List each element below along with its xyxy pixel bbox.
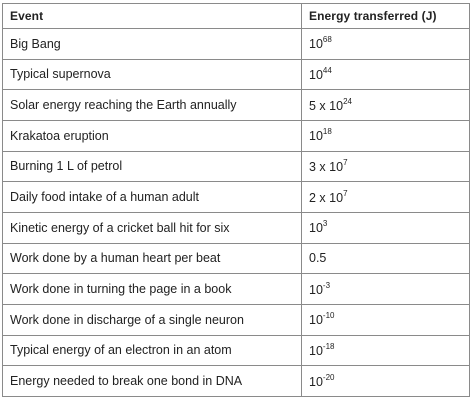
energy-base: 10 bbox=[309, 343, 323, 358]
event-cell: Energy needed to break one bond in DNA bbox=[2, 365, 302, 397]
energy-base: 10 bbox=[309, 282, 323, 297]
energy-base: 10 bbox=[309, 68, 323, 83]
event-cell: Burning 1 L of petrol bbox=[2, 150, 302, 183]
energy-exponent: -10 bbox=[322, 311, 335, 321]
energy-cell: 10-18 bbox=[301, 334, 470, 367]
event-cell: Work done in turning the page in a book bbox=[2, 273, 302, 305]
energy-exponent: 68 bbox=[322, 35, 332, 45]
energy-cell: 2 x 107 bbox=[301, 181, 470, 213]
energy-cell: 10-20 bbox=[301, 365, 470, 397]
energy-base: 2 x 10 bbox=[309, 190, 344, 205]
table-row: Typical supernova 1044 bbox=[2, 58, 470, 91]
table-row: Energy needed to break one bond in DNA 10… bbox=[2, 365, 470, 397]
table-row: Work done in discharge of a single neuro… bbox=[2, 303, 470, 336]
header-event: Event bbox=[2, 3, 302, 29]
energy-exponent: 44 bbox=[322, 65, 332, 75]
energy-base: 5 x 10 bbox=[309, 98, 344, 113]
energy-cell: 5 x 1024 bbox=[301, 89, 470, 121]
event-cell: Krakatoa eruption bbox=[2, 119, 302, 152]
table-row: Big Bang 1068 bbox=[2, 28, 470, 60]
energy-base: 10 bbox=[309, 221, 323, 236]
energy-base: 10 bbox=[309, 129, 323, 144]
event-cell: Solar energy reaching the Earth annually bbox=[2, 89, 302, 121]
energy-exponent: 18 bbox=[322, 127, 332, 137]
energy-base: 10 bbox=[309, 313, 323, 328]
table-row: Burning 1 L of petrol 3 x 107 bbox=[2, 150, 470, 183]
energy-base: 0.5 bbox=[309, 251, 327, 266]
energy-base: 10 bbox=[309, 37, 323, 52]
energy-cell: 1044 bbox=[301, 58, 470, 91]
table-row: Solar energy reaching the Earth annually… bbox=[2, 89, 470, 121]
table-row: Krakatoa eruption 1018 bbox=[2, 119, 470, 152]
table-row: Work done in turning the page in a book 1… bbox=[2, 273, 470, 305]
table-row: Kinetic energy of a cricket ball hit for… bbox=[2, 211, 470, 244]
event-cell: Work done by a human heart per beat bbox=[2, 242, 302, 275]
energy-cell: 1018 bbox=[301, 119, 470, 152]
energy-table: Event Energy transferred (J) Big Bang 106… bbox=[2, 3, 470, 397]
energy-exponent: 3 bbox=[322, 219, 328, 229]
energy-base: 3 x 10 bbox=[309, 160, 344, 175]
energy-exponent: 7 bbox=[343, 157, 348, 167]
energy-cell: 3 x 107 bbox=[301, 150, 470, 183]
table-row: Daily food intake of a human adult 2 x 10… bbox=[2, 181, 470, 213]
event-cell: Big Bang bbox=[2, 28, 302, 60]
energy-exponent: 7 bbox=[343, 188, 348, 198]
event-cell: Kinetic energy of a cricket ball hit for… bbox=[2, 211, 302, 244]
energy-exponent: -3 bbox=[322, 280, 331, 290]
energy-cell: 0.5 bbox=[301, 242, 470, 275]
energy-cell: 1068 bbox=[301, 28, 470, 60]
header-row: Event Energy transferred (J) bbox=[2, 3, 470, 29]
table-row: Work done by a human heart per beat 0.5 bbox=[2, 242, 470, 275]
event-cell: Typical energy of an electron in an atom bbox=[2, 334, 302, 367]
energy-cell: 10-3 bbox=[301, 273, 470, 305]
event-cell: Daily food intake of a human adult bbox=[2, 181, 302, 213]
event-cell: Work done in discharge of a single neuro… bbox=[2, 303, 302, 336]
energy-cell: 10-10 bbox=[301, 303, 470, 336]
event-cell: Typical supernova bbox=[2, 58, 302, 91]
energy-exponent: -20 bbox=[322, 372, 335, 382]
header-energy: Energy transferred (J) bbox=[301, 3, 470, 29]
table-row: Typical energy of an electron in an atom… bbox=[2, 334, 470, 367]
energy-base: 10 bbox=[309, 374, 323, 389]
energy-exponent: 24 bbox=[343, 96, 352, 106]
energy-exponent: -18 bbox=[322, 341, 335, 351]
energy-cell: 103 bbox=[301, 211, 470, 244]
